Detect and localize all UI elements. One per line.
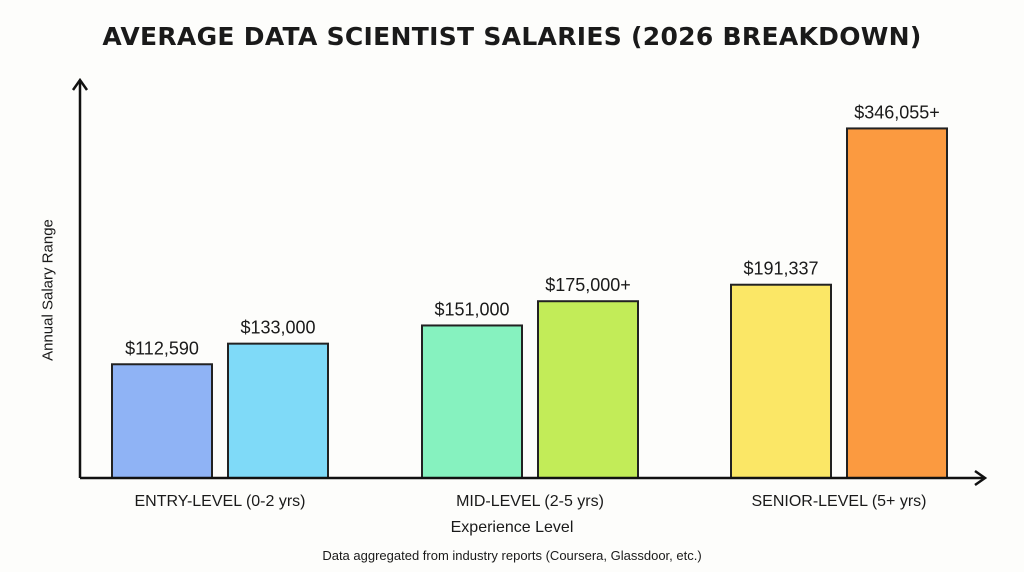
x-tick-label: ENTRY-LEVEL (0-2 yrs) [134, 493, 305, 510]
data-label: $346,055+ [854, 102, 940, 122]
data-label: $112,590 [125, 338, 199, 358]
bar [111, 363, 213, 480]
bar [421, 324, 523, 479]
x-axis-arrow-icon [974, 469, 988, 487]
data-label: $133,000 [240, 318, 315, 338]
chart-title: AVERAGE DATA SCIENTIST SALARIES (2026 BR… [102, 22, 922, 51]
y-axis-label: Annual Salary Range [39, 219, 57, 361]
y-axis-arrow-icon [71, 77, 89, 91]
data-label: $151,000 [434, 299, 509, 319]
bar [227, 342, 329, 479]
x-tick-label: SENIOR-LEVEL (5+ yrs) [751, 493, 926, 510]
bar [846, 127, 948, 479]
bar [730, 283, 832, 479]
x-tick-label: MID-LEVEL (2-5 yrs) [456, 493, 604, 510]
bar [537, 300, 639, 480]
data-label: $175,000+ [545, 275, 631, 295]
data-label: $191,337 [743, 259, 818, 279]
footnote: Data aggregated from industry reports (C… [322, 548, 702, 563]
x-axis-label: Experience Level [450, 519, 574, 536]
